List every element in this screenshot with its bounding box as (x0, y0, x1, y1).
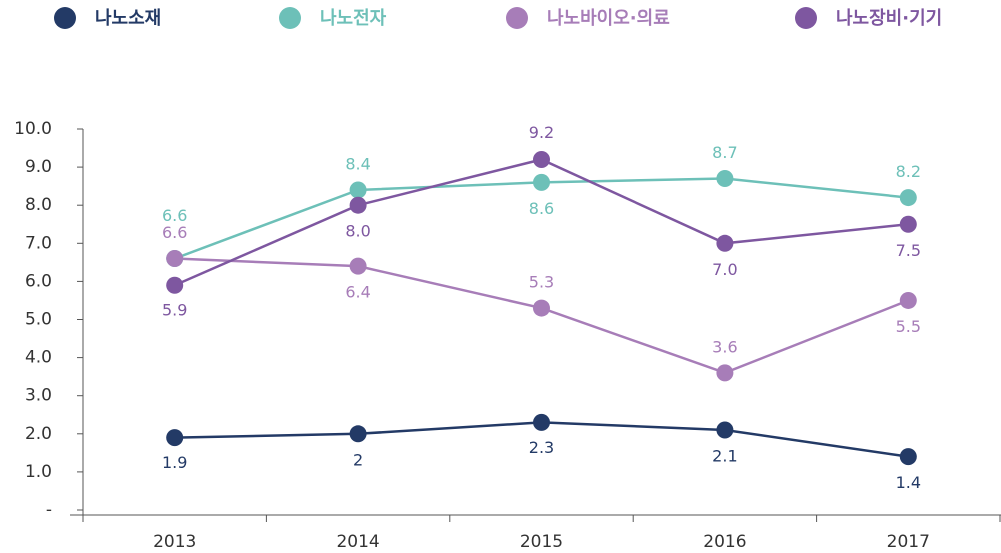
data-point (349, 425, 367, 443)
data-point (533, 150, 550, 168)
data-label: 6.4 (345, 283, 370, 302)
x-tick-label: 2016 (703, 532, 746, 552)
data-label: 7.5 (896, 241, 921, 260)
data-point (716, 234, 734, 252)
data-label: 5.3 (529, 273, 554, 292)
data-label: 1.4 (896, 473, 921, 492)
legend-label: 나노바이오·의료 (547, 8, 670, 29)
y-tick-label: 3.0 (25, 386, 52, 406)
data-label: 5.9 (162, 301, 187, 320)
x-tick-label: 2013 (153, 532, 196, 552)
data-point (533, 413, 550, 431)
data-point (716, 364, 734, 382)
x-tick-label: 2014 (336, 532, 379, 552)
y-tick-label: 10.0 (14, 119, 52, 139)
x-tick-label: 2017 (887, 532, 930, 552)
legend-label: 나노전자 (320, 8, 387, 29)
data-label: 8.0 (345, 222, 370, 241)
y-tick-label: 1.0 (25, 462, 52, 482)
data-point (899, 189, 917, 207)
data-label: 8.6 (529, 199, 554, 218)
data-label: 2.1 (712, 446, 737, 465)
y-tick-label: 4.0 (25, 348, 52, 368)
data-label: 8.4 (345, 154, 370, 173)
y-tick-label: 2.0 (25, 424, 52, 444)
y-tick-label: 5.0 (25, 310, 52, 330)
data-point (349, 196, 367, 214)
data-label: 2 (353, 450, 363, 469)
data-point (716, 421, 734, 439)
data-label: 1.9 (162, 453, 187, 472)
x-tick-label: 2015 (520, 532, 563, 552)
legend-marker (279, 7, 301, 29)
data-label: 2.3 (529, 438, 554, 457)
y-tick-label: - (46, 500, 52, 520)
data-point (166, 429, 184, 447)
legend-label: 나노장비·기기 (836, 8, 942, 29)
data-point (533, 299, 550, 317)
legend-label: 나노소재 (95, 8, 161, 29)
data-label: 7.0 (712, 260, 737, 279)
data-label: 5.5 (896, 317, 921, 336)
data-point (899, 215, 917, 233)
legend-marker (54, 7, 76, 29)
data-label: 6.6 (162, 206, 187, 225)
y-tick-label: 8.0 (25, 195, 52, 215)
data-label: 3.6 (712, 337, 737, 356)
data-label: 6.6 (162, 223, 187, 242)
data-label: 8.2 (896, 162, 921, 181)
legend-marker (795, 7, 817, 29)
data-point (166, 276, 184, 294)
data-point (533, 173, 550, 191)
data-point (166, 250, 184, 268)
data-label: 8.7 (712, 143, 737, 162)
y-tick-label: 9.0 (25, 157, 52, 177)
data-point (349, 257, 367, 275)
data-label: 9.2 (529, 123, 554, 142)
data-point (716, 170, 734, 188)
data-point (899, 291, 917, 309)
y-tick-label: 6.0 (25, 271, 52, 291)
data-point (349, 181, 367, 199)
data-point (899, 448, 917, 466)
y-tick-label: 7.0 (25, 233, 52, 253)
legend-marker (506, 7, 528, 29)
